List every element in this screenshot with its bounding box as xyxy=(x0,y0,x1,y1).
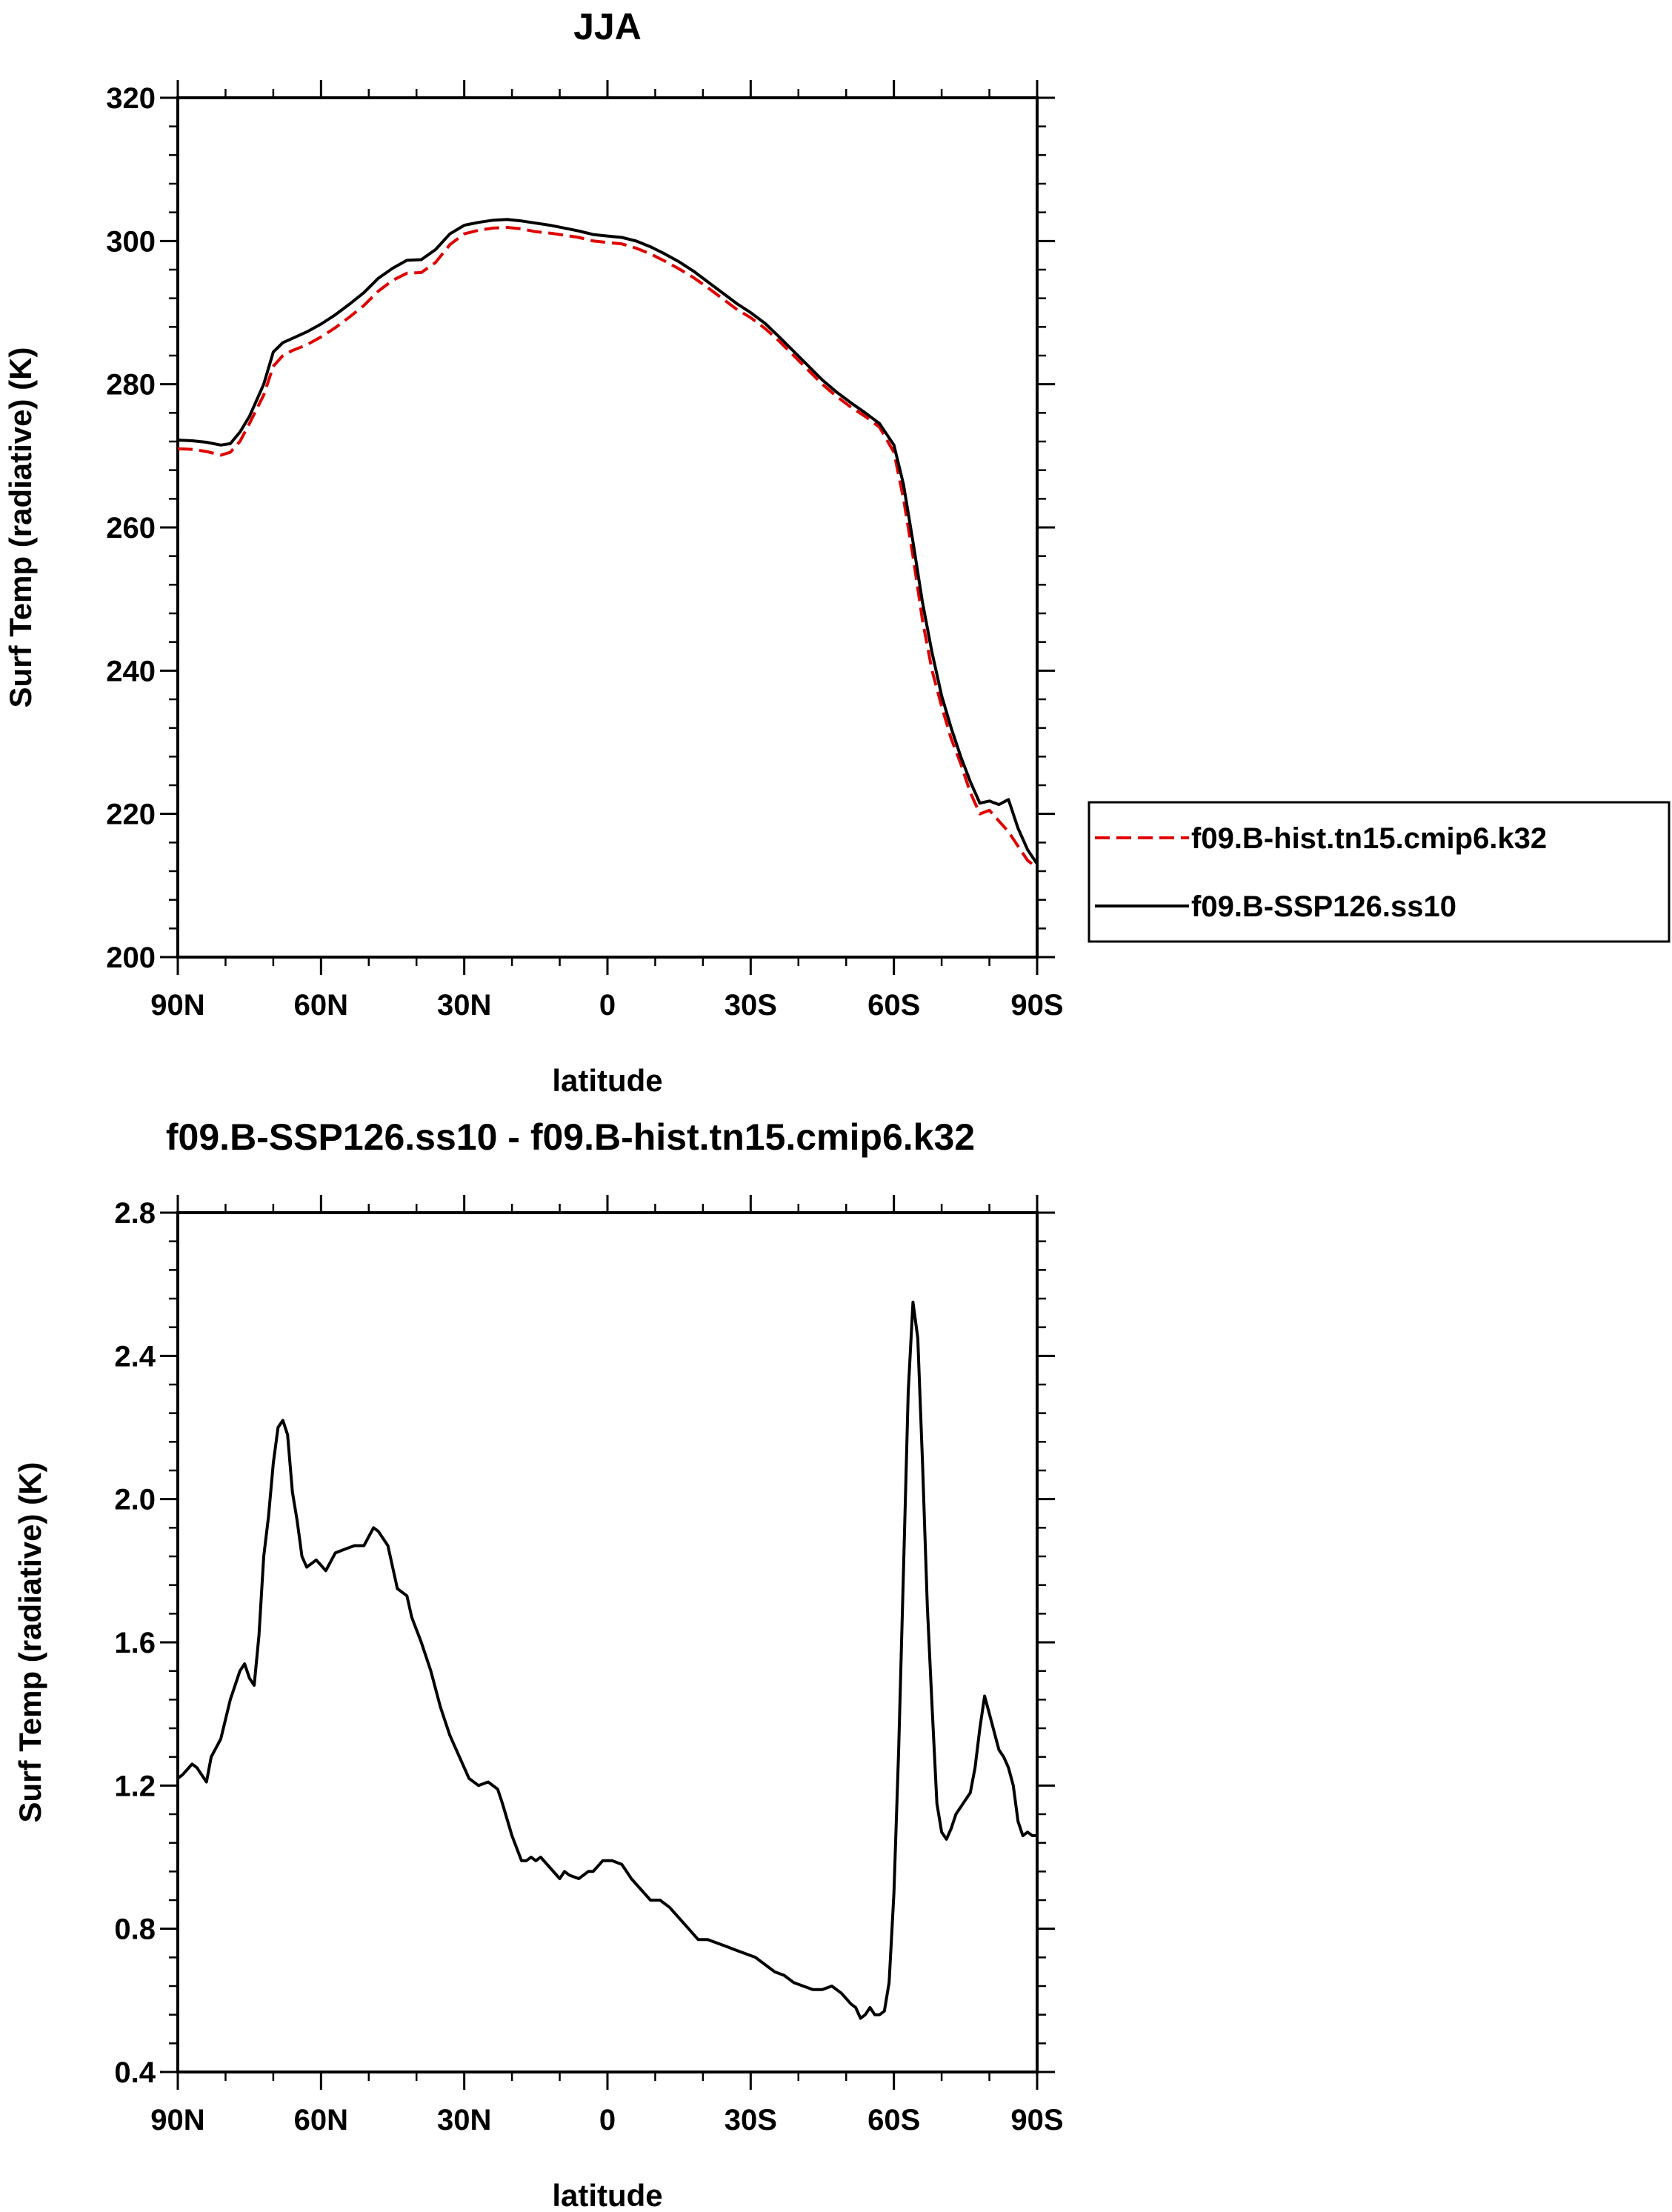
x-tick-label: 0 xyxy=(599,989,616,1022)
tick-labels-bottom: 90N 60N 30N 0 30S 60S 90S 0.4 0.8 1.2 1.6 2.0 2.4 2.8 xyxy=(114,1197,1063,2136)
legend-box xyxy=(1088,801,1671,943)
y-tick-label: 260 xyxy=(106,512,156,544)
x-tick-label: 90N xyxy=(150,2104,204,2136)
y-tick-label: 300 xyxy=(106,225,156,258)
y-tick-label: 320 xyxy=(106,82,156,115)
y-tick-label: 0.8 xyxy=(114,1913,156,1946)
panel-bottom: f09.B-SSP126.ss10 - f09.B-hist.tn15.cmip… xyxy=(13,1116,1064,2212)
series-top xyxy=(177,218,1039,869)
y-tick-label: 2.8 xyxy=(114,1197,156,1230)
series-line-ssp xyxy=(177,218,1039,865)
y-tick-label: 2.0 xyxy=(114,1484,156,1516)
y-tick-label: 200 xyxy=(106,942,156,974)
x-tick-label: 90S xyxy=(1010,2104,1063,2136)
legend-label-ssp: f09.B-SSP126.ss10 xyxy=(1191,890,1456,923)
panel-top: JJA 90N 60N 30N 0 30S 60S 90S 200 220 240 260 280 30… xyxy=(3,6,1671,1098)
series-line-difference xyxy=(176,1300,1037,2020)
ticks-bottom xyxy=(160,1195,1055,2090)
series-line-hist xyxy=(177,226,1039,869)
ticks-top xyxy=(160,80,1055,975)
x-tick-label: 60S xyxy=(867,989,920,1022)
y-tick-label: 0.4 xyxy=(114,2056,156,2089)
x-tick-label: 60N xyxy=(294,989,348,1022)
legend: f09.B-hist.tn15.cmip6.k32 f09.B-SSP126.s… xyxy=(1088,801,1671,943)
y-axis-label-top: Surf Temp (radiative) (K) xyxy=(3,347,38,708)
x-tick-label: 30S xyxy=(725,2104,777,2136)
legend-label-hist: f09.B-hist.tn15.cmip6.k32 xyxy=(1191,822,1547,855)
x-tick-label: 30N xyxy=(437,2104,491,2136)
y-tick-label: 280 xyxy=(106,369,156,402)
x-tick-label: 0 xyxy=(599,2104,616,2136)
y-axis-label-bottom: Surf Temp (radiative) (K) xyxy=(13,1462,47,1823)
x-tick-label: 60N xyxy=(294,2104,348,2136)
chart-title-bottom: f09.B-SSP126.ss10 - f09.B-hist.tn15.cmip… xyxy=(166,1116,975,1158)
y-tick-label: 1.2 xyxy=(114,1770,156,1802)
x-axis-label-top: latitude xyxy=(552,1063,662,1098)
x-tick-label: 90N xyxy=(150,989,204,1022)
x-tick-label: 30S xyxy=(725,989,777,1022)
x-tick-label: 60S xyxy=(867,2104,920,2136)
chart-title-top: JJA xyxy=(573,6,642,47)
x-tick-label: 90S xyxy=(1010,989,1063,1022)
y-tick-label: 2.4 xyxy=(114,1340,156,1373)
plot-frame-bottom xyxy=(176,1211,1039,2073)
x-axis-label-bottom: latitude xyxy=(552,2178,662,2212)
y-tick-label: 220 xyxy=(106,799,156,831)
x-tick-label: 30N xyxy=(437,989,491,1022)
y-tick-label: 240 xyxy=(106,655,156,687)
tick-labels-top: 90N 60N 30N 0 30S 60S 90S 200 220 240 260 280 300 320 xyxy=(106,82,1063,1022)
series-bottom xyxy=(176,1300,1037,2020)
y-tick-label: 1.6 xyxy=(114,1627,156,1659)
